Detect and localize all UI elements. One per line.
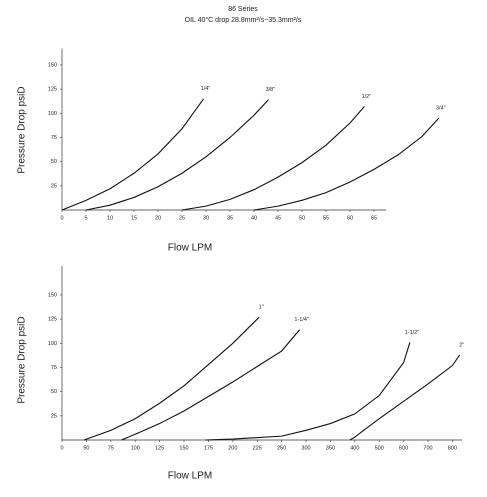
curve [205,342,411,441]
x-tick-label: 250 [277,445,286,451]
curve [121,329,301,441]
chart-title: 86 Series [228,6,258,13]
x-tick-label: 350 [326,445,335,451]
x-tick-label: 0 [60,215,63,221]
curve [253,117,440,211]
x-tick-label: 50 [299,215,305,221]
y-tick-label: 100 [48,111,57,117]
x-tick-label: 35 [227,215,233,221]
curve [61,98,205,211]
x-tick-label: 800 [448,445,457,451]
x-tick-label: 60 [347,215,353,221]
y-tick-label: 150 [48,62,57,68]
y-tick-label: 50 [51,389,57,395]
curve [83,316,260,441]
curve [85,99,269,211]
curve [181,106,365,211]
x-tick-label: 50 [83,445,89,451]
x-axis-label: Flow LPM [168,471,212,482]
y-axis-label: Pressure Drop psiD [17,316,28,403]
x-tick-label: 0 [60,445,63,451]
x-tick-label: 65 [371,215,377,221]
x-tick-label: 150 [179,445,188,451]
curve-label: 1/4" [201,86,211,92]
x-tick-label: 100 [131,445,140,451]
x-tick-label: 45 [275,215,281,221]
y-axis-label: Pressure Drop psiD [17,86,28,173]
y-tick-label: 75 [51,135,57,141]
curve [349,354,461,441]
curve-label: 3/4" [436,106,446,112]
y-tick-label: 100 [48,341,57,347]
y-tick-label: 25 [51,183,57,189]
x-tick-label: 600 [399,445,408,451]
x-tick-label: 500 [375,445,384,451]
y-tick-label: 125 [48,87,57,93]
curve-label: 1/2" [362,94,372,100]
y-tick-label: 25 [51,413,57,419]
curve-label: 1-1/2" [405,330,420,336]
x-tick-label: 30 [203,215,209,221]
x-tick-label: 55 [323,215,329,221]
x-tick-label: 75 [108,445,114,451]
x-tick-label: 300 [301,445,310,451]
chart-subtitle: OIL 40°C drop 28.8mm²/s~35.3mm²/s [185,16,302,24]
x-tick-label: 200 [228,445,237,451]
x-tick-label: 15 [131,215,137,221]
x-tick-label: 10 [107,215,113,221]
y-tick-label: 75 [51,365,57,371]
x-tick-label: 700 [423,445,432,451]
curve-label: 3/8" [266,87,276,93]
x-tick-label: 400 [350,445,359,451]
curve-label: 2" [459,342,464,348]
y-tick-label: 150 [48,292,57,298]
x-tick-label: 20 [155,215,161,221]
curve-label: 1" [259,305,264,311]
x-axis-label: Flow LPM [168,243,212,254]
x-tick-label: 125 [155,445,164,451]
y-tick-label: 125 [48,317,57,323]
curve-label: 1-1/4" [294,317,309,323]
x-tick-label: 225 [253,445,262,451]
x-tick-label: 5 [84,215,87,221]
x-tick-label: 175 [204,445,213,451]
y-tick-label: 50 [51,159,57,165]
x-tick-label: 25 [179,215,185,221]
x-tick-label: 40 [251,215,257,221]
